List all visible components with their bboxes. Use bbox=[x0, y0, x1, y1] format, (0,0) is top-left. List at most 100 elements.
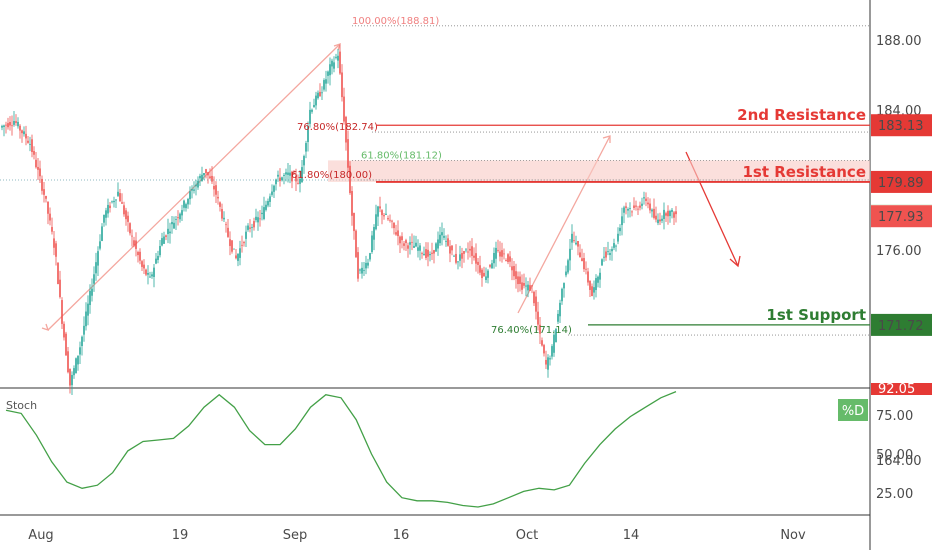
candle bbox=[251, 227, 253, 228]
candle bbox=[529, 285, 531, 291]
candle bbox=[569, 248, 571, 261]
candle bbox=[541, 340, 543, 346]
candle bbox=[399, 236, 401, 244]
candle bbox=[433, 250, 435, 254]
candle bbox=[199, 175, 201, 179]
candle bbox=[213, 185, 215, 190]
candle bbox=[525, 285, 527, 287]
candle bbox=[671, 209, 673, 212]
candle bbox=[287, 172, 289, 175]
candle bbox=[477, 261, 479, 265]
candle bbox=[517, 276, 519, 285]
candle bbox=[283, 175, 285, 176]
candle bbox=[389, 219, 391, 221]
candle bbox=[659, 219, 661, 222]
candle bbox=[159, 246, 161, 256]
candle bbox=[655, 215, 657, 220]
candle bbox=[369, 253, 371, 260]
candle bbox=[115, 199, 117, 201]
candle bbox=[643, 197, 645, 199]
candle bbox=[661, 218, 663, 221]
candle bbox=[73, 368, 75, 376]
candle bbox=[593, 287, 595, 293]
candle bbox=[621, 216, 623, 226]
candle bbox=[639, 205, 641, 208]
candle bbox=[211, 175, 213, 182]
candle bbox=[565, 271, 567, 276]
candle bbox=[523, 282, 525, 286]
candle bbox=[233, 248, 235, 250]
candle bbox=[503, 253, 505, 255]
candle bbox=[551, 346, 553, 357]
candle bbox=[645, 198, 647, 201]
candle bbox=[349, 165, 351, 194]
candle bbox=[315, 95, 317, 106]
candle bbox=[29, 144, 31, 145]
time-axis-ticks: Aug 19 Sep 16 Oct 14 Nov bbox=[28, 528, 806, 543]
candle bbox=[559, 302, 561, 317]
price-badge-label: 177.93 bbox=[878, 210, 924, 225]
candle bbox=[201, 174, 203, 182]
candle bbox=[489, 265, 491, 267]
candle bbox=[285, 172, 287, 175]
candle bbox=[117, 191, 119, 196]
fib-label: 61.80%(181.12) bbox=[361, 150, 442, 161]
candle bbox=[377, 206, 379, 217]
candle bbox=[45, 195, 47, 199]
candle bbox=[673, 212, 675, 218]
candle bbox=[305, 143, 307, 152]
candle bbox=[169, 231, 171, 234]
candle bbox=[641, 203, 643, 206]
candle bbox=[23, 131, 25, 135]
fib-label: 76.40%(171.14) bbox=[491, 325, 572, 336]
candle bbox=[317, 92, 319, 99]
candle bbox=[57, 262, 59, 285]
candle bbox=[453, 255, 455, 257]
candle bbox=[27, 140, 29, 143]
candle bbox=[647, 202, 649, 205]
candle bbox=[467, 251, 469, 253]
resistance-zone bbox=[328, 160, 870, 182]
candle bbox=[471, 246, 473, 256]
candle bbox=[281, 177, 283, 181]
candle bbox=[417, 247, 419, 251]
candle bbox=[55, 243, 57, 257]
candle bbox=[663, 209, 665, 219]
candle bbox=[447, 238, 449, 246]
candle bbox=[61, 300, 63, 324]
candle bbox=[631, 211, 633, 213]
price-axis-ticks: 188.00184.00180.00176.00172.00168.00164.… bbox=[876, 34, 922, 469]
candle bbox=[3, 125, 5, 127]
candle bbox=[147, 272, 149, 275]
candles-layer bbox=[1, 44, 677, 395]
candle bbox=[553, 334, 555, 353]
candle bbox=[599, 272, 601, 280]
price-badge bbox=[871, 114, 932, 137]
candle bbox=[473, 255, 475, 258]
candle bbox=[109, 205, 111, 209]
candle bbox=[231, 240, 233, 252]
candle bbox=[203, 173, 205, 176]
fib-label: 76.80%(182.74) bbox=[297, 122, 378, 133]
price-badge-label: 179.89 bbox=[878, 176, 924, 191]
candle bbox=[25, 133, 27, 139]
candle bbox=[255, 216, 257, 221]
candle bbox=[459, 254, 461, 261]
candle bbox=[505, 260, 507, 261]
candle bbox=[519, 276, 521, 284]
candle bbox=[669, 210, 671, 217]
candle bbox=[227, 227, 229, 237]
candle bbox=[611, 249, 613, 252]
candle bbox=[157, 255, 159, 260]
candle bbox=[557, 313, 559, 322]
candle bbox=[145, 269, 147, 275]
stoch-legend-box bbox=[838, 399, 868, 421]
candle bbox=[437, 239, 439, 249]
candle bbox=[267, 201, 269, 206]
candle bbox=[191, 188, 193, 191]
candle bbox=[297, 182, 299, 184]
candle bbox=[615, 245, 617, 247]
candle bbox=[579, 252, 581, 258]
